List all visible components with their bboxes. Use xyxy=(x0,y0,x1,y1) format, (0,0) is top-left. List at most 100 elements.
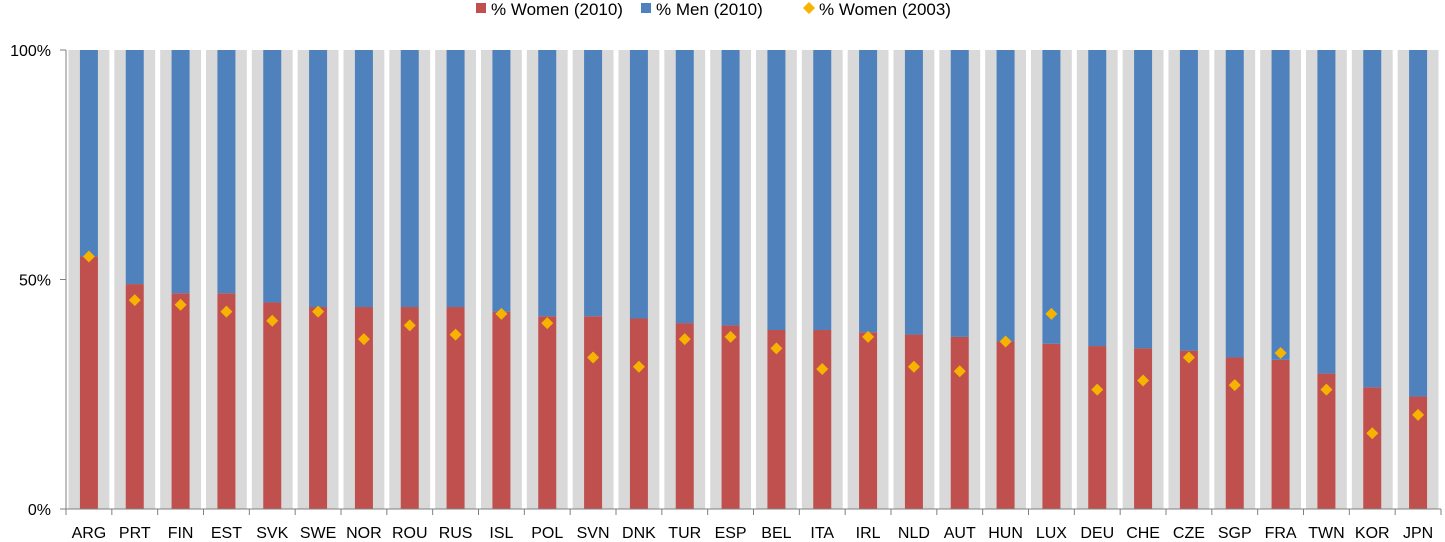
bar-men-2010-sgp xyxy=(1225,50,1244,358)
marker-women-2003-lux xyxy=(1045,307,1058,320)
marker-women-2003-esp xyxy=(724,330,737,343)
marker-women-2003-fin xyxy=(174,298,187,311)
bar-women-2010-esp xyxy=(721,325,740,509)
bar-women-2010-jpn xyxy=(1409,396,1428,509)
bar-men-2010-bel xyxy=(767,50,786,330)
x-tick-label-pol: POL xyxy=(531,525,563,542)
bar-women-2010-cze xyxy=(1179,350,1198,509)
legend-label-women-2003: % Women (2003) xyxy=(819,0,951,19)
bar-women-2010-nld xyxy=(904,334,923,509)
bar-women-2010-deu xyxy=(1088,346,1107,509)
x-tick-label-dnk: DNK xyxy=(622,525,656,542)
legend-label-women-2010: % Women (2010) xyxy=(491,0,623,19)
legend-label-men-2010: % Men (2010) xyxy=(656,0,763,19)
marker-women-2003-irl xyxy=(862,330,875,343)
stacked-bars xyxy=(79,50,1428,510)
bar-women-2010-svk xyxy=(263,302,282,509)
x-tick-label-ita: ITA xyxy=(810,525,834,542)
x-tick-label-cze: CZE xyxy=(1173,525,1205,542)
y-tick-label-0pct: 0% xyxy=(28,502,51,519)
bar-men-2010-hun xyxy=(996,50,1015,342)
bar-men-2010-lux xyxy=(1042,50,1061,344)
x-tick-label-fra: FRA xyxy=(1265,525,1297,542)
bar-men-2010-jpn xyxy=(1409,50,1428,397)
bar-women-2010-rou xyxy=(400,307,419,509)
x-tick-label-est: EST xyxy=(211,525,242,542)
marker-women-2003-che xyxy=(1137,374,1150,387)
x-tick-label-esp: ESP xyxy=(715,525,747,542)
bar-men-2010-fin xyxy=(171,50,190,294)
marker-women-2003-hun xyxy=(999,335,1012,348)
x-tick-label-jpn: JPN xyxy=(1403,525,1433,542)
x-tick-label-twn: TWN xyxy=(1308,525,1344,542)
legend-swatch-women-2010 xyxy=(476,3,486,13)
bar-women-2010-bel xyxy=(767,329,786,509)
bar-women-2010-irl xyxy=(859,332,878,509)
marker-women-2003-nld xyxy=(907,360,920,373)
bar-women-2010-kor xyxy=(1363,387,1382,509)
x-tick-label-nor: NOR xyxy=(346,525,382,542)
marker-women-2003-sgp xyxy=(1228,379,1241,392)
bar-women-2010-sgp xyxy=(1225,357,1244,509)
bar-women-2010-arg xyxy=(79,256,98,509)
bar-men-2010-kor xyxy=(1363,50,1382,388)
marker-women-2003-svk xyxy=(266,314,279,327)
x-tick-label-isl: ISL xyxy=(489,525,513,542)
marker-women-2003-fra xyxy=(1274,346,1287,359)
x-tick-label-rou: ROU xyxy=(392,525,428,542)
x-tick-label-prt: PRT xyxy=(119,525,151,542)
x-tick-label-rus: RUS xyxy=(439,525,473,542)
marker-women-2003-arg xyxy=(82,250,95,263)
marker-women-2003-rou xyxy=(403,319,416,332)
bar-men-2010-nld xyxy=(904,50,923,335)
x-tick-label-deu: DEU xyxy=(1080,525,1114,542)
bar-men-2010-dnk xyxy=(629,50,648,319)
bar-men-2010-svk xyxy=(263,50,282,303)
bar-women-2010-isl xyxy=(492,311,511,509)
x-tick-label-irl: IRL xyxy=(856,525,881,542)
x-tick-label-sgp: SGP xyxy=(1218,525,1252,542)
bar-men-2010-irl xyxy=(859,50,878,333)
bar-women-2010-ita xyxy=(813,329,832,509)
bar-women-2010-lux xyxy=(1042,343,1061,509)
marker-women-2003-swe xyxy=(312,305,325,318)
bar-women-2010-hun xyxy=(996,341,1015,509)
legend: % Women (2010) % Men (2010) % Women (2003) xyxy=(476,0,951,19)
bar-women-2010-pol xyxy=(538,316,557,509)
marker-women-2003-twn xyxy=(1320,383,1333,396)
x-tick-label-bel: BEL xyxy=(761,525,791,542)
x-tick-label-aut: AUT xyxy=(944,525,976,542)
marker-women-2003-nor xyxy=(357,333,370,346)
x-tick-label-kor: KOR xyxy=(1355,525,1390,542)
bar-women-2010-rus xyxy=(446,307,465,509)
bar-men-2010-ita xyxy=(813,50,832,330)
bar-men-2010-tur xyxy=(675,50,694,324)
marker-women-2003-ita xyxy=(816,363,829,376)
bar-men-2010-esp xyxy=(721,50,740,326)
bar-women-2010-fra xyxy=(1271,359,1290,509)
bar-men-2010-est xyxy=(217,50,236,294)
marker-women-2003-svn xyxy=(587,351,600,364)
bar-men-2010-rus xyxy=(446,50,465,308)
axes: ARG PRT FIN EST SVK SWE NOR ROU RUS ISL POL SVN DNK T… xyxy=(10,43,1442,542)
x-tick-label-che: CHE xyxy=(1126,525,1160,542)
bar-men-2010-twn xyxy=(1317,50,1336,374)
bar-women-2010-fin xyxy=(171,293,190,509)
bar-women-2010-che xyxy=(1134,348,1153,509)
x-tick-label-hun: HUN xyxy=(988,525,1023,542)
marker-women-2003-tur xyxy=(678,333,691,346)
x-tick-label-fin: FIN xyxy=(168,525,194,542)
x-tick-label-nld: NLD xyxy=(898,525,930,542)
marker-women-2003-pol xyxy=(541,317,554,330)
bar-women-2010-prt xyxy=(125,284,144,509)
bar-men-2010-prt xyxy=(125,50,144,285)
bar-women-2010-nor xyxy=(354,307,373,509)
bar-men-2010-aut xyxy=(950,50,969,337)
marker-women-2003-prt xyxy=(128,294,141,307)
bar-women-2010-est xyxy=(217,293,236,509)
bar-women-2010-dnk xyxy=(629,318,648,509)
bar-men-2010-isl xyxy=(492,50,511,312)
x-tick-label-arg: ARG xyxy=(72,525,107,542)
bar-women-2010-swe xyxy=(309,307,328,509)
